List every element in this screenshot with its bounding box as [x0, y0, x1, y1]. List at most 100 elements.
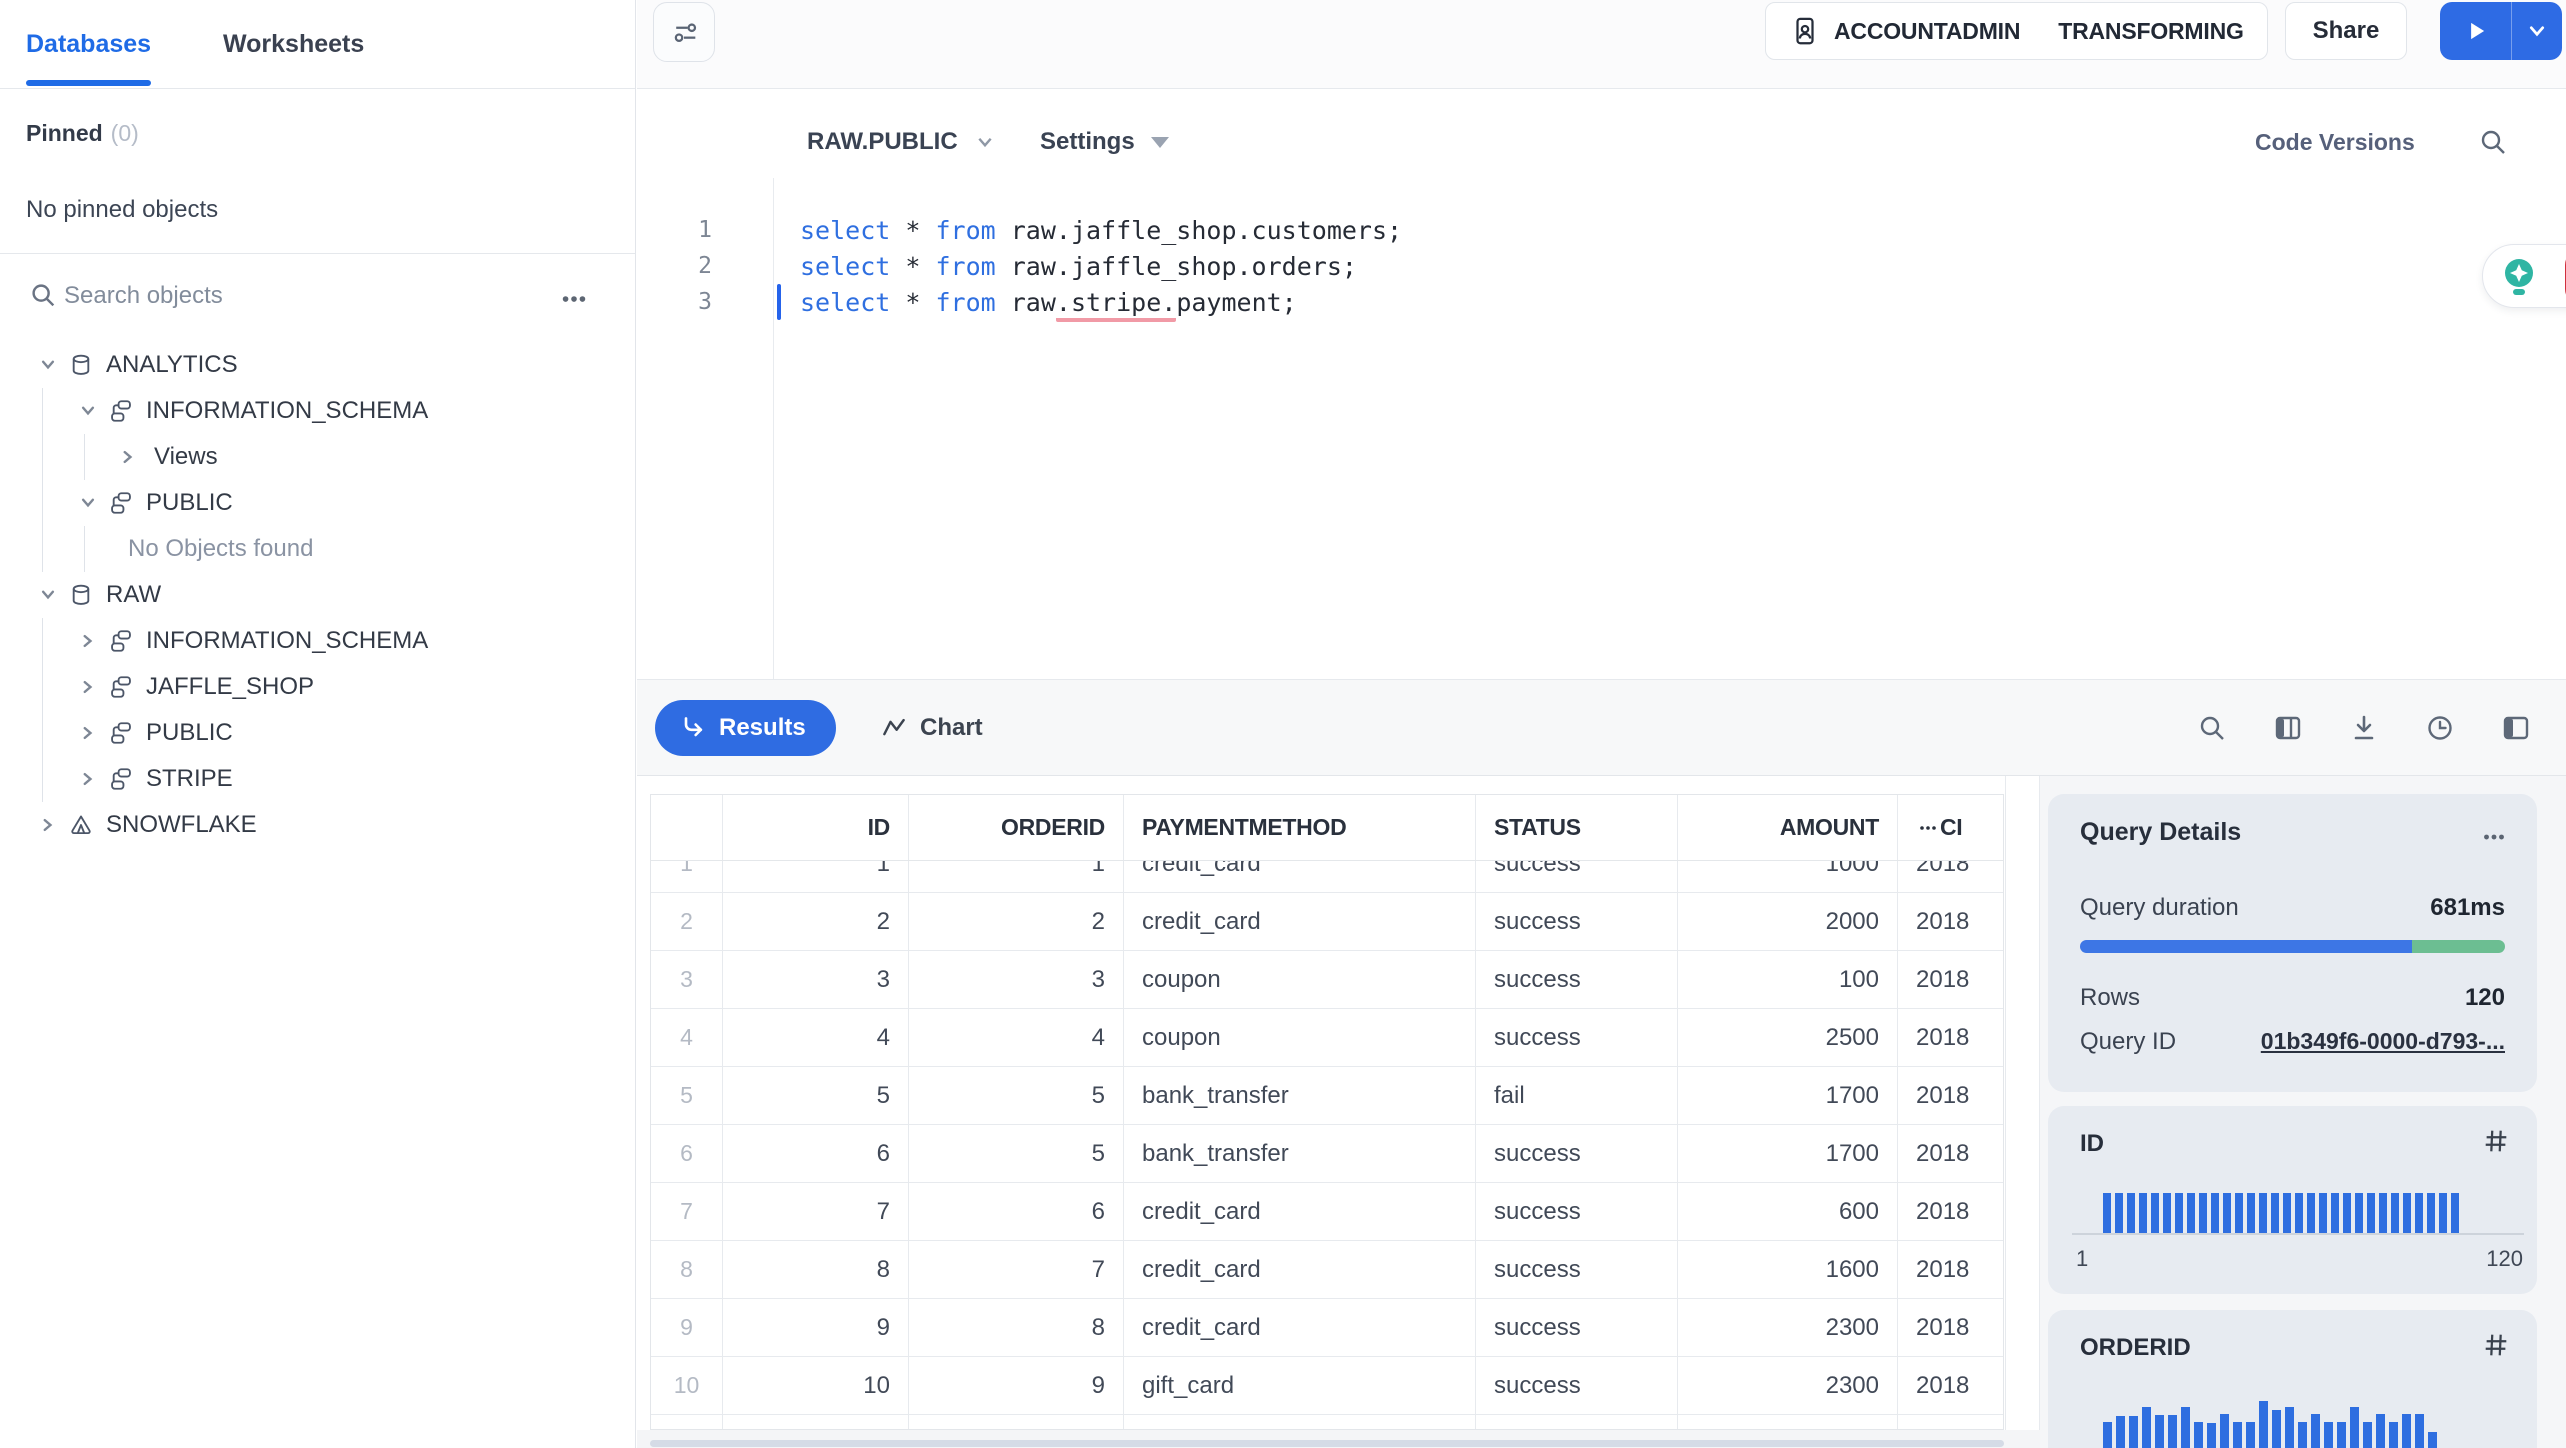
- sql-editor[interactable]: 1 select * from raw.jaffle_shop.customers…: [637, 172, 2566, 680]
- tree-item-jaffle-shop[interactable]: JAFFLE_SHOP: [0, 664, 635, 710]
- editor-search-icon[interactable]: [2477, 126, 2509, 158]
- database-tree: ANALYTICS INFORMATION_SCHEMA Views PUBLIC No…: [0, 342, 635, 848]
- results-tab-label: Results: [719, 714, 806, 741]
- column-stats-card-orderid: ORDERID: [2048, 1310, 2537, 1448]
- chevron-right-icon[interactable]: [74, 673, 102, 701]
- table-cell: 2018: [1898, 1125, 2003, 1182]
- code-versions-link[interactable]: Code Versions: [2255, 129, 2415, 155]
- copilot-suggestion-pill[interactable]: 1: [2482, 244, 2566, 308]
- table-cell: [1124, 1415, 1476, 1429]
- tree-guide-line: [84, 434, 85, 480]
- tree-item-stripe[interactable]: STRIPE: [0, 756, 635, 802]
- table-cell: 10: [723, 1357, 909, 1414]
- history-icon[interactable]: [2424, 712, 2456, 744]
- table-cell: [723, 1415, 909, 1429]
- chevron-right-icon[interactable]: [114, 443, 142, 471]
- query-details-menu-icon[interactable]: [2479, 822, 2509, 852]
- histogram-bar: [2235, 1193, 2243, 1233]
- table-row[interactable]: 10 10 9 gift_card success 2300 2018: [651, 1357, 2003, 1415]
- table-row[interactable]: 9 9 8 credit_card success 2300 2018: [651, 1299, 2003, 1357]
- results-arrow-icon: [679, 714, 707, 742]
- role-warehouse-selector[interactable]: ACCOUNTADMIN TRANSFORMING: [1765, 2, 2268, 60]
- table-row[interactable]: 1 1 1 credit_card success 1000 2018: [651, 861, 2003, 893]
- histogram-title-id: ID: [2080, 1130, 2104, 1157]
- database-context-dropdown[interactable]: RAW.PUBLIC: [807, 112, 998, 172]
- row-number-cell: 7: [651, 1183, 723, 1240]
- column-header-status[interactable]: STATUS: [1476, 795, 1678, 860]
- table-horizontal-scrollbar[interactable]: [650, 1440, 2004, 1447]
- table-row[interactable]: [651, 1415, 2003, 1429]
- query-details-card: Query Details Query duration 681ms Rows …: [2048, 794, 2537, 1092]
- column-header-paymentmethod[interactable]: PAYMENTMETHOD: [1124, 795, 1476, 860]
- search-input[interactable]: [64, 272, 504, 320]
- code-line[interactable]: 3 select * from raw.stripe.payment;: [637, 284, 2566, 322]
- tree-item-analytics[interactable]: ANALYTICS: [0, 342, 635, 388]
- tree-item-information-schema[interactable]: INFORMATION_SCHEMA: [0, 388, 635, 434]
- tab-databases[interactable]: Databases: [26, 0, 152, 88]
- table-row[interactable]: 2 2 2 credit_card success 2000 2018: [651, 893, 2003, 951]
- histogram-bar: [2451, 1193, 2459, 1233]
- table-row[interactable]: 3 3 3 coupon success 100 2018: [651, 951, 2003, 1009]
- run-options-button[interactable]: [2512, 2, 2562, 60]
- numeric-column-icon[interactable]: [2481, 1126, 2511, 1156]
- play-icon: [2463, 18, 2489, 44]
- table-vertical-scrollbar[interactable]: [2005, 776, 2040, 1430]
- tree-item-raw[interactable]: RAW: [0, 572, 635, 618]
- menu-dots-icon[interactable]: [1916, 816, 1940, 840]
- chevron-down-icon[interactable]: [74, 397, 102, 425]
- chevron-right-icon[interactable]: [74, 765, 102, 793]
- histogram-bar: [2246, 1422, 2255, 1448]
- code-line[interactable]: 2 select * from raw.jaffle_shop.orders;: [637, 248, 2566, 284]
- column-header-rownum[interactable]: [651, 795, 723, 860]
- chevron-down-icon[interactable]: [74, 489, 102, 517]
- numeric-column-icon[interactable]: [2481, 1330, 2511, 1360]
- search-icon[interactable]: [2196, 712, 2228, 744]
- table-row[interactable]: 7 7 6 credit_card success 600 2018: [651, 1183, 2003, 1241]
- run-button[interactable]: [2440, 2, 2512, 60]
- column-header-amount[interactable]: AMOUNT: [1678, 795, 1898, 860]
- sidebar-more-menu-icon[interactable]: [559, 284, 589, 314]
- histogram-id[interactable]: [2103, 1193, 2459, 1233]
- chevron-right-icon[interactable]: [34, 811, 62, 839]
- rows-row: Rows 120: [2080, 984, 2505, 1012]
- tree-item-snowflake[interactable]: SNOWFLAKE: [0, 802, 635, 848]
- filters-button[interactable]: [653, 2, 715, 62]
- tab-results[interactable]: Results: [655, 700, 836, 756]
- query-id-row: Query ID 01b349f6-0000-d793-...: [2080, 1028, 2505, 1056]
- column-header-id[interactable]: ID: [723, 795, 909, 860]
- table-row[interactable]: 4 4 4 coupon success 2500 2018: [651, 1009, 2003, 1067]
- columns-icon[interactable]: [2272, 712, 2304, 744]
- tree-item-information-schema[interactable]: INFORMATION_SCHEMA: [0, 618, 635, 664]
- histogram-orderid[interactable]: [2103, 1401, 2437, 1448]
- share-button[interactable]: Share: [2285, 2, 2407, 60]
- chevron-down-icon[interactable]: [34, 581, 62, 609]
- chevron-down-icon: [2524, 18, 2550, 44]
- chevron-right-icon[interactable]: [74, 719, 102, 747]
- tree-item-label: PUBLIC: [146, 719, 233, 746]
- schema-icon: [108, 628, 134, 654]
- download-icon[interactable]: [2348, 712, 2380, 744]
- table-cell: success: [1476, 893, 1678, 950]
- run-button-group: [2440, 2, 2562, 60]
- histogram-bar: [2187, 1193, 2195, 1233]
- role-badge-icon: [1790, 16, 1820, 46]
- column-header-ci[interactable]: CI: [1898, 795, 2003, 860]
- tree-item-public[interactable]: PUBLIC: [0, 480, 635, 526]
- column-header-orderid[interactable]: ORDERID: [909, 795, 1124, 860]
- table-row[interactable]: 8 8 7 credit_card success 1600 2018: [651, 1241, 2003, 1299]
- tree-item-no-objects-found: No Objects found: [0, 526, 635, 572]
- code-line[interactable]: 1 select * from raw.jaffle_shop.customers…: [637, 212, 2566, 248]
- tree-item-public[interactable]: PUBLIC: [0, 710, 635, 756]
- panel-icon[interactable]: [2500, 712, 2532, 744]
- table-row[interactable]: 5 5 5 bank_transfer fail 1700 2018: [651, 1067, 2003, 1125]
- tree-item-label: ANALYTICS: [106, 351, 238, 378]
- table-row[interactable]: 6 6 5 bank_transfer success 1700 2018: [651, 1125, 2003, 1183]
- tree-item-label: INFORMATION_SCHEMA: [146, 397, 429, 424]
- chevron-right-icon[interactable]: [74, 627, 102, 655]
- settings-dropdown[interactable]: Settings: [1040, 112, 1169, 172]
- chevron-down-icon[interactable]: [34, 351, 62, 379]
- tab-chart[interactable]: Chart: [880, 700, 983, 756]
- tab-worksheets[interactable]: Worksheets: [223, 30, 365, 58]
- tree-item-views[interactable]: Views: [0, 434, 635, 480]
- query-id-link[interactable]: 01b349f6-0000-d793-...: [2260, 1028, 2505, 1054]
